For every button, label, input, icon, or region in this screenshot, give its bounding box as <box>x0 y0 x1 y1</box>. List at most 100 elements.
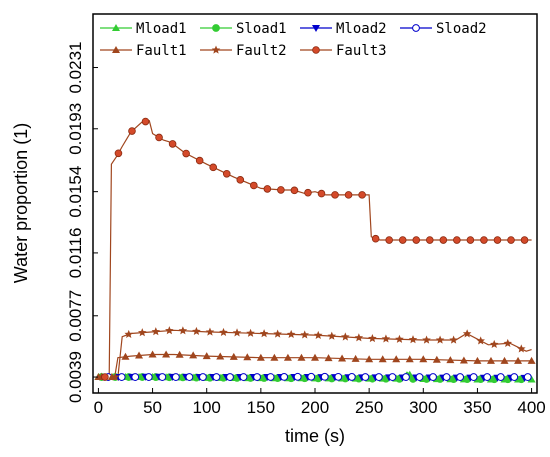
series-marker-fault2 <box>232 328 242 337</box>
legend-label: Sload1 <box>236 21 287 37</box>
series-marker-fault3 <box>250 181 258 190</box>
series-marker-fault2 <box>313 330 323 339</box>
x-tick-label: 300 <box>409 398 437 417</box>
series-marker-fault3 <box>439 236 448 244</box>
series-marker-fault1 <box>473 356 482 364</box>
legend-entry-fault3: Fault3 <box>300 43 387 59</box>
legend-marker <box>112 24 120 31</box>
x-tick-label: 400 <box>517 398 545 417</box>
legend-entry-sload1: Sload1 <box>200 21 287 37</box>
series-marker-fault1 <box>256 353 265 361</box>
series-marker-fault3 <box>128 127 136 135</box>
series-marker-sload2 <box>361 373 370 381</box>
series-marker-fault2 <box>151 327 161 336</box>
x-tick-label: 200 <box>301 398 329 417</box>
series-marker-sload2 <box>280 373 289 381</box>
series-marker-fault1 <box>135 351 144 359</box>
series-marker-fault2 <box>178 326 188 335</box>
series-marker-sload2 <box>347 373 356 381</box>
series-marker-mload1 <box>527 375 536 383</box>
legend-marker <box>112 46 120 53</box>
series-marker-fault2 <box>246 328 255 337</box>
series-marker-sload2 <box>442 373 451 381</box>
series-markers <box>94 117 536 384</box>
series-marker-fault2 <box>517 344 526 353</box>
series-marker-sload2 <box>456 373 465 381</box>
series-marker-sload2 <box>388 373 397 381</box>
series-marker-fault1 <box>365 355 374 363</box>
series-marker-fault2 <box>205 327 215 336</box>
series-marker-fault1 <box>148 350 157 358</box>
series-marker-sload2 <box>117 373 126 381</box>
series-marker-fault2 <box>476 336 485 345</box>
legend-marker <box>412 24 420 32</box>
series-marker-sload2 <box>334 372 343 381</box>
series-marker-fault3 <box>480 236 488 244</box>
series-marker-fault2 <box>219 327 228 337</box>
legend-entry-fault2: Fault2 <box>200 43 287 59</box>
legend-label: Fault2 <box>236 43 287 59</box>
series-marker-fault3 <box>344 191 353 199</box>
series-marker-fault3 <box>466 236 475 244</box>
series-marker-sload2 <box>402 373 410 381</box>
series-marker-sload2 <box>429 373 437 381</box>
series-marker-fault3 <box>412 236 421 244</box>
series-marker-fault3 <box>493 236 502 244</box>
series-line-fault3 <box>98 119 532 378</box>
legend-label: Sload2 <box>436 21 487 37</box>
series-marker-sload2 <box>469 373 478 381</box>
series-marker-fault1 <box>216 352 225 360</box>
series-marker-fault3 <box>101 373 109 381</box>
legend-entry-mload2: Mload2 <box>300 21 387 37</box>
series-marker-sload2 <box>266 373 275 381</box>
x-axis-title: time (s) <box>285 426 345 446</box>
series-marker-fault2 <box>259 329 269 338</box>
series-marker-fault2 <box>368 333 377 343</box>
series-marker-fault3 <box>155 133 163 142</box>
series-marker-fault2 <box>462 329 472 338</box>
series-marker-fault3 <box>236 176 245 184</box>
series-marker-fault2 <box>489 339 499 348</box>
series-marker-fault1 <box>270 353 279 361</box>
series-marker-fault2 <box>503 338 513 347</box>
series-marker-fault2 <box>395 334 404 343</box>
series-marker-sload2 <box>131 373 140 381</box>
series-marker-sload2 <box>510 373 519 381</box>
series-marker-fault1 <box>121 352 130 360</box>
series-marker-fault1 <box>378 355 387 363</box>
series-marker-fault2 <box>192 326 201 336</box>
x-tick-label: 250 <box>355 398 383 417</box>
series-marker-fault3 <box>168 140 177 148</box>
series-marker-fault1 <box>243 353 252 361</box>
y-tick-label: 0.0077 <box>66 290 85 342</box>
series-marker-fault2 <box>354 333 364 342</box>
series-marker-fault3 <box>398 236 407 244</box>
series-marker-fault1 <box>486 356 495 364</box>
series-marker-fault1 <box>432 355 441 363</box>
series-marker-fault2 <box>435 335 445 344</box>
series-marker-fault3 <box>371 234 380 243</box>
axes: 0 50 100 150 200 250 300 350 400 0.0039 0.0077 0.01… <box>66 42 546 417</box>
x-tick-label: 0 <box>94 398 103 417</box>
series-marker-fault2 <box>327 331 337 340</box>
y-tick-label: 0.0116 <box>66 228 85 279</box>
series-marker-sload2 <box>185 373 194 381</box>
series-marker-fault2 <box>110 372 120 381</box>
series-marker-fault2 <box>273 329 282 338</box>
legend-label: Mload2 <box>336 21 387 37</box>
series-marker-sload2 <box>320 372 329 381</box>
series-marker-fault1 <box>527 356 536 364</box>
series-marker-sload2 <box>144 373 153 381</box>
series-marker-fault3 <box>453 236 461 244</box>
y-axis-title: Water proportion (1) <box>11 123 31 283</box>
series-marker-fault3 <box>277 186 285 194</box>
series-marker-fault1 <box>392 355 401 363</box>
series-marker-fault1 <box>202 352 211 360</box>
series-marker-fault3 <box>290 186 299 195</box>
y-tick-label: 0.0231 <box>66 42 85 94</box>
series-marker-sload2 <box>415 373 424 381</box>
series-marker-fault3 <box>425 236 434 244</box>
series-marker-sload2 <box>523 373 532 381</box>
series-marker-fault3 <box>331 191 339 199</box>
